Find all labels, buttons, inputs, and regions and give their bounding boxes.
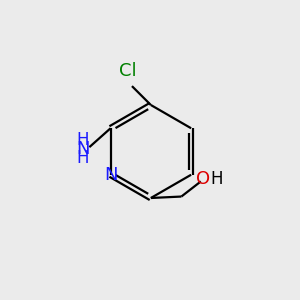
Text: H: H	[77, 149, 89, 167]
Text: O: O	[196, 170, 210, 188]
Text: N: N	[76, 140, 90, 158]
Text: Cl: Cl	[119, 62, 136, 80]
Text: N: N	[104, 166, 117, 184]
Text: H: H	[77, 131, 89, 149]
Text: H: H	[211, 170, 224, 188]
